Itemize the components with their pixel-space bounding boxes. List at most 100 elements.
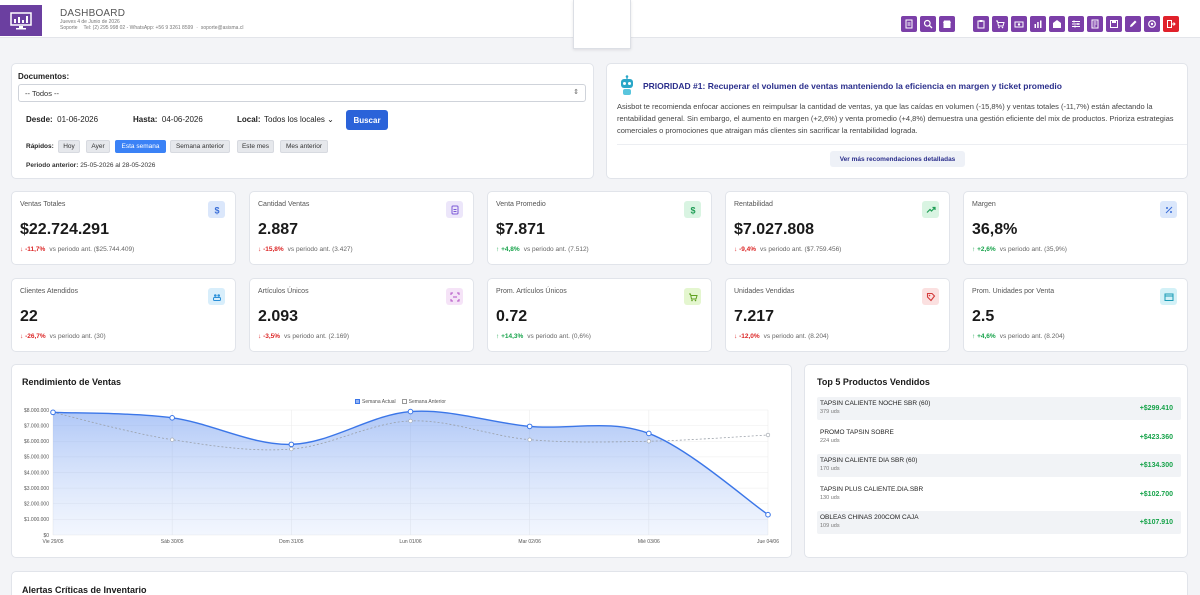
- quick-hoy-button[interactable]: Hoy: [58, 140, 80, 153]
- clipboard-button[interactable]: [973, 16, 989, 32]
- product-row[interactable]: PROMO TAPSIN SOBRE 224 uds +$423.360: [817, 426, 1181, 449]
- product-row[interactable]: TAPSIN CALIENTE NOCHE SBR (60) 379 uds +…: [817, 397, 1181, 420]
- kpi-label: Margen: [972, 201, 996, 208]
- hasta-field[interactable]: Hasta: 04-06-2026: [133, 115, 203, 124]
- desde-field[interactable]: Desde: 01-06-2026: [26, 115, 98, 124]
- logout-button[interactable]: [1163, 16, 1179, 32]
- dollar-icon: $: [214, 205, 219, 215]
- documentos-select[interactable]: -- Todos -- ⇕: [18, 84, 586, 102]
- report-button[interactable]: [1087, 16, 1103, 32]
- product-name: OBLEAS CHINAS 200COM CAJA: [820, 514, 919, 521]
- kpi-value: 36,8%: [972, 221, 1018, 238]
- kpi-change: ↓ -9,4%: [734, 246, 757, 253]
- arrow-down-icon: ↓: [20, 333, 24, 340]
- clipboard-icon: [977, 20, 985, 29]
- local-select[interactable]: Todos los locales ⌄: [264, 115, 334, 124]
- support-label: Soporte: [60, 25, 78, 31]
- y-tick-label: $4.000.000: [24, 470, 49, 476]
- priority-title: PRIORIDAD #1: Recuperar el volumen de ve…: [643, 81, 1062, 91]
- buscar-button[interactable]: Buscar: [346, 110, 388, 130]
- kpi-change: ↑ +2,6%: [972, 246, 996, 253]
- product-value: +$423.360: [1139, 433, 1173, 441]
- kpi-value: $22.724.291: [20, 221, 109, 238]
- arrow-down-icon: ↓: [734, 333, 738, 340]
- product-row[interactable]: TAPSIN PLUS CALIENTE.DIA.SBR 130 uds +$1…: [817, 483, 1181, 506]
- robot-icon: [621, 75, 633, 95]
- sliders-button[interactable]: [1068, 16, 1084, 32]
- building-button[interactable]: [1049, 16, 1065, 32]
- kpi-previous: vs periodo ant. (3.427): [287, 246, 353, 253]
- kpi-value: $7.871: [496, 221, 545, 238]
- kpi-label: Artículos Únicos: [258, 288, 309, 295]
- chevron-down-icon: ⌄: [327, 115, 334, 124]
- kpi-label: Venta Promedio: [496, 201, 546, 208]
- header-contact: Soporte Tel: (2) 295 998 02 - WhatsApp: +…: [60, 25, 244, 31]
- kpi-icon-badge: [922, 201, 939, 218]
- kpi-delta: ↑ +4,6% vs periodo ant. (8.204): [972, 333, 1065, 340]
- app-logo[interactable]: [0, 5, 42, 36]
- x-tick-label: Mar 02/06: [518, 539, 541, 545]
- doc-button[interactable]: [901, 16, 917, 32]
- product-value: +$102.700: [1139, 490, 1173, 498]
- save-button[interactable]: [1106, 16, 1122, 32]
- box-icon: [1164, 293, 1173, 301]
- kpi-change: ↓ -11,7%: [20, 246, 46, 253]
- cart-button[interactable]: [992, 16, 1008, 32]
- support-email: soporte@asisma.cl: [200, 25, 244, 31]
- kpi-label: Cantidad Ventas: [258, 201, 310, 208]
- chart-button[interactable]: [1030, 16, 1046, 32]
- kpi-value: 7.217: [734, 308, 775, 325]
- cart-icon: [688, 293, 698, 301]
- series-anterior-point: [289, 446, 294, 452]
- kpi-previous: vs periodo ant. (2.169): [284, 333, 350, 340]
- kpi-label: Unidades Vendidas: [734, 288, 795, 295]
- cash-button[interactable]: [1011, 16, 1027, 32]
- ver-recomendaciones-button[interactable]: Ver más recomendaciones detalladas: [830, 151, 965, 167]
- kpi-icon-badge: [446, 288, 463, 305]
- legend-item-actual[interactable]: Semana Actual: [355, 399, 396, 405]
- logout-icon: [1167, 20, 1176, 28]
- quick-este-mes-button[interactable]: Este mes: [237, 140, 274, 153]
- product-row[interactable]: TAPSIN CALIENTE DIA SBR (60) 170 uds +$1…: [817, 454, 1181, 477]
- product-row[interactable]: OBLEAS CHINAS 200COM CAJA 109 uds +$107.…: [817, 511, 1181, 534]
- quick-esta-semana-button[interactable]: Esta semana: [115, 140, 166, 153]
- kpi-delta: ↓ -3,5% vs periodo ant. (2.169): [258, 333, 349, 340]
- periodo-value: 25-05-2026 al 28-05-2026: [80, 162, 156, 169]
- quick-mes-anterior-button[interactable]: Mes anterior: [280, 140, 328, 153]
- y-tick-label: $5.000.000: [24, 455, 49, 461]
- y-tick-label: $7.000.000: [24, 423, 49, 429]
- monitor-logo-icon: [10, 11, 32, 29]
- edit-button[interactable]: [1125, 16, 1141, 32]
- quick-ayer-button[interactable]: Ayer: [86, 140, 110, 153]
- kpi-card-box: [11, 191, 236, 265]
- tag-icon: [926, 292, 935, 301]
- product-name: PROMO TAPSIN SOBRE: [820, 428, 894, 436]
- kpi-card-box: [487, 191, 712, 265]
- kpi-card-box: [249, 278, 474, 352]
- periodo-label: Periodo anterior:: [26, 162, 79, 169]
- store-button[interactable]: [939, 16, 955, 32]
- x-tick-label: Dom 31/05: [279, 539, 304, 545]
- toolbar-group-1: [901, 16, 955, 32]
- settings-icon: [1148, 20, 1156, 28]
- search-button[interactable]: [920, 16, 936, 32]
- kpi-label: Prom. Artículos Únicos: [496, 288, 567, 295]
- quick-semana-anterior-button[interactable]: Semana anterior: [170, 140, 230, 153]
- filters-card: [11, 63, 594, 179]
- arrow-down-icon: ↓: [20, 246, 24, 253]
- chart-legend: Semana Actual Semana Anterior: [355, 399, 446, 405]
- dollar-icon: $: [690, 205, 695, 215]
- series-anterior-point: [527, 437, 532, 442]
- kpi-change: ↓ -26,7%: [20, 333, 46, 340]
- desde-value: 01-06-2026: [57, 115, 99, 124]
- series-anterior-point: [765, 432, 771, 438]
- search-icon: [923, 19, 933, 29]
- product-value: +$107.910: [1139, 519, 1173, 526]
- product-value: +$299.410: [1139, 405, 1173, 412]
- legend-item-anterior[interactable]: Semana Anterior: [401, 399, 446, 405]
- support-phone: Tel: (2) 295 998 02 - WhatsApp: +56 9 32…: [83, 25, 194, 31]
- kpi-change: ↑ +14,3%: [496, 333, 524, 340]
- edit-icon: [1130, 20, 1137, 27]
- settings-button[interactable]: [1144, 16, 1160, 32]
